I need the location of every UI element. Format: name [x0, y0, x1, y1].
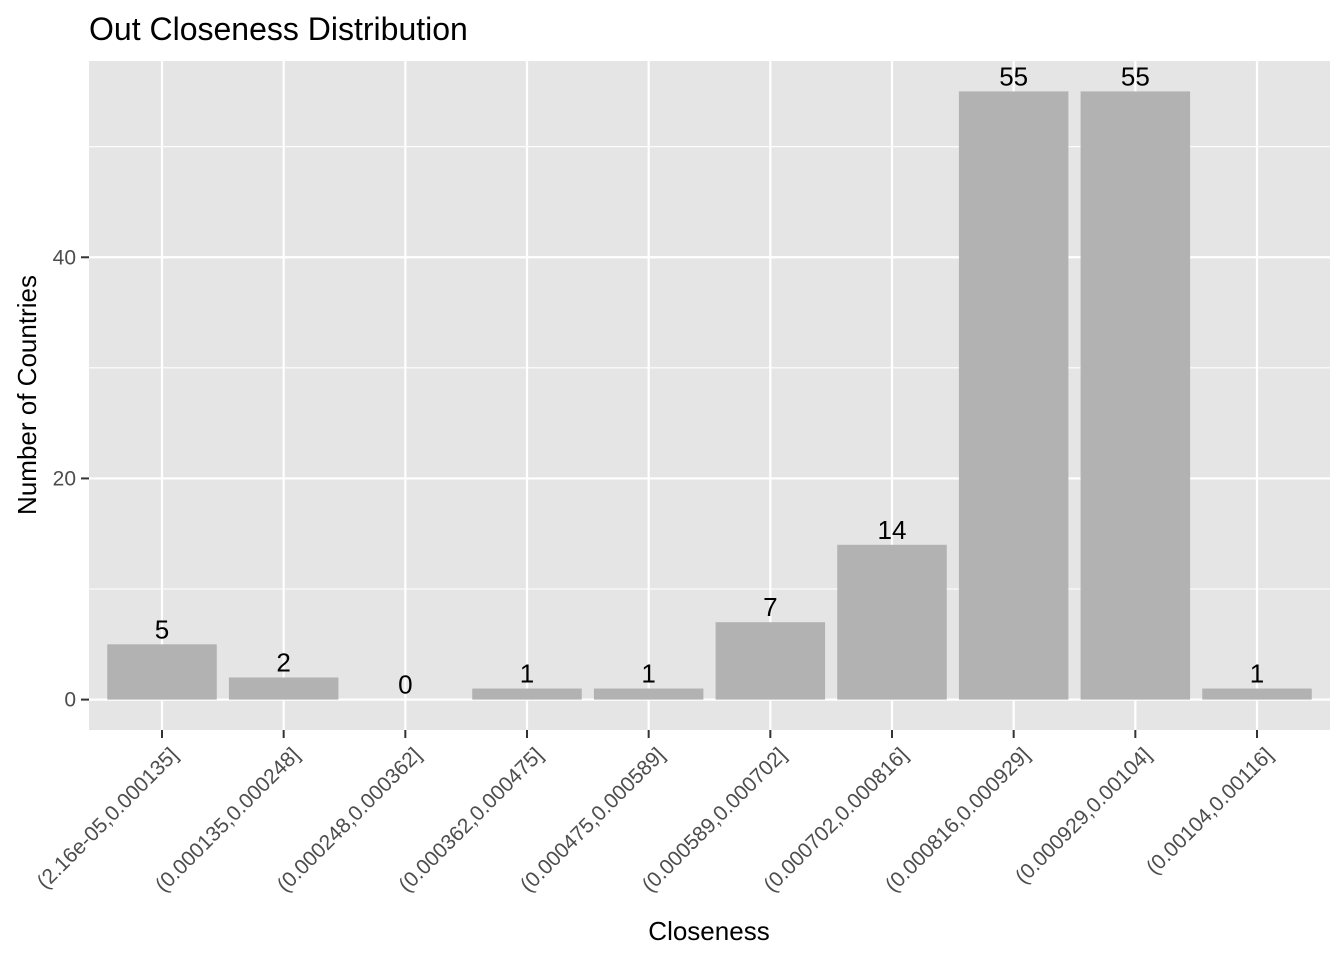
x-tick-label: (0.00104,0.00116]: [1142, 743, 1278, 879]
data-label: 1: [641, 659, 655, 689]
bar: [228, 677, 339, 700]
data-label: 1: [1250, 659, 1264, 689]
data-label: 55: [1121, 61, 1150, 91]
bar: [472, 688, 582, 700]
x-tick-label: (0.000929,0.00104]: [1011, 743, 1156, 888]
y-axis-title: Number of Countries: [12, 275, 42, 515]
bar: [715, 622, 826, 700]
bars: [107, 91, 1312, 700]
data-label: 1: [520, 659, 534, 689]
data-label: 14: [878, 515, 907, 545]
data-label: 5: [155, 614, 169, 644]
bar: [1202, 688, 1312, 700]
data-labels: 5 2 0 1 1 7 14 55 55 1: [155, 61, 1264, 699]
bar: [837, 544, 947, 700]
data-label: 7: [763, 592, 777, 622]
chart-title: Out Closeness Distribution: [89, 11, 468, 47]
x-axis: (2.16e-05,0.000135](0.000135,0.000248](0…: [33, 730, 1278, 897]
bar: [107, 644, 217, 700]
bar: [958, 91, 1069, 700]
data-label: 0: [398, 670, 412, 700]
y-tick-label: 40: [53, 246, 76, 269]
data-label: 2: [276, 647, 290, 677]
y-tick-label: 0: [64, 689, 76, 712]
y-tick-label: 20: [53, 467, 76, 490]
bar: [593, 688, 704, 700]
bar: [1080, 91, 1191, 700]
x-axis-title: Closeness: [648, 916, 769, 946]
y-axis: 0 20 40: [53, 246, 89, 712]
data-label: 55: [999, 61, 1028, 91]
